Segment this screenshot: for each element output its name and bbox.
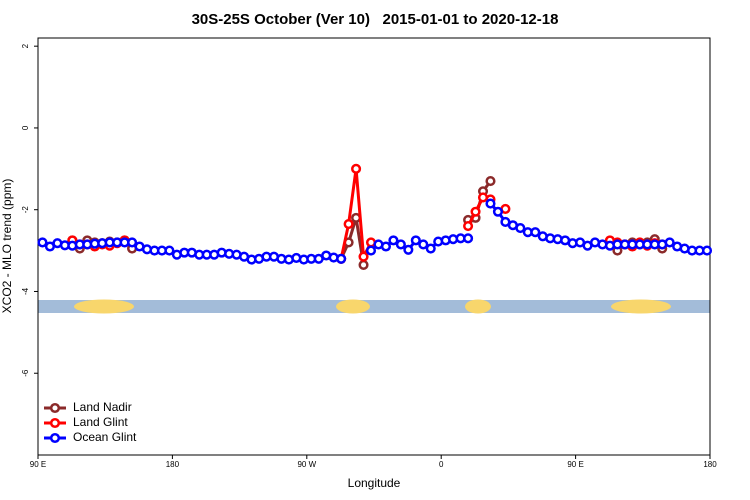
point (664, 237, 675, 248)
point (410, 235, 421, 246)
point (351, 163, 362, 174)
legend-label: Land Nadir (73, 400, 132, 414)
point (530, 227, 541, 238)
x-tick-label: 180 (166, 460, 180, 469)
x-tick-label: 90 E (567, 460, 583, 469)
y-tick-label: 2 (21, 43, 30, 48)
legend-marker (49, 402, 61, 414)
point (37, 237, 48, 248)
plot-frame (37, 37, 711, 456)
point (380, 241, 391, 252)
chart-title: 30S-25S October (Ver 10) 2015-01-01 to 2… (192, 11, 559, 28)
x-tick-label: 0 (439, 460, 444, 469)
point (463, 233, 474, 244)
point (425, 243, 436, 254)
legend-label: Land Glint (73, 415, 128, 429)
x-tick-label: 90 W (297, 460, 316, 469)
land-strip (38, 299, 710, 314)
point (403, 244, 414, 255)
series (37, 198, 713, 265)
y-tick-label: -4 (21, 287, 30, 295)
point (492, 206, 503, 217)
y-tick-label: 0 (21, 125, 30, 130)
point (395, 239, 406, 250)
point (343, 218, 354, 230)
x-tick-label: 180 (703, 460, 717, 469)
point (470, 206, 481, 217)
point (358, 259, 369, 270)
y-axis-label: XCO2 - MLO trend (ppm) (0, 179, 14, 314)
legend-label: Ocean Glint (73, 430, 137, 444)
point (485, 198, 496, 209)
point (701, 245, 713, 256)
x-tick-label: 90 E (30, 460, 46, 469)
point (358, 251, 369, 262)
point (164, 245, 175, 256)
point (127, 237, 138, 248)
x-axis-label: Longitude (348, 476, 401, 490)
legend-marker (49, 417, 61, 429)
y-tick-label: -6 (21, 369, 30, 377)
point (485, 176, 496, 187)
legend-marker (49, 432, 61, 444)
point (463, 221, 474, 232)
point (336, 253, 347, 264)
point (515, 223, 526, 234)
point (418, 239, 429, 250)
point (388, 235, 399, 246)
y-tick-label: -2 (21, 206, 30, 214)
point (365, 245, 377, 256)
